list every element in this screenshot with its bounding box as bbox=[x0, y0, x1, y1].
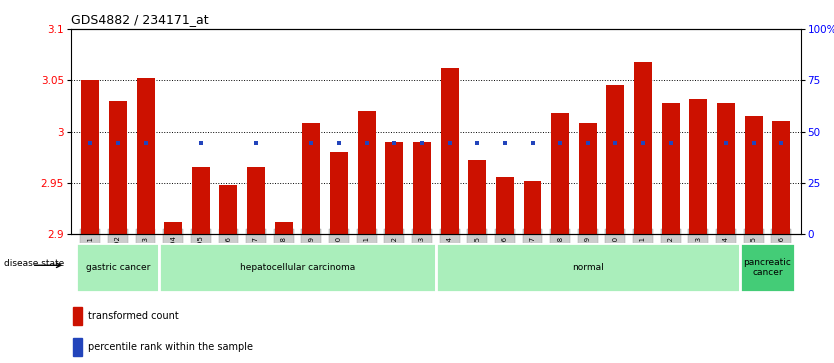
Bar bbox=[745, 116, 762, 234]
Bar bbox=[661, 103, 680, 234]
Bar bbox=[496, 177, 514, 234]
Bar bbox=[413, 142, 431, 234]
FancyBboxPatch shape bbox=[159, 243, 435, 292]
Bar bbox=[606, 85, 625, 234]
Bar bbox=[164, 222, 182, 234]
Bar bbox=[73, 338, 83, 356]
FancyBboxPatch shape bbox=[740, 243, 795, 292]
Bar bbox=[303, 123, 320, 234]
Text: percentile rank within the sample: percentile rank within the sample bbox=[88, 342, 254, 352]
Bar bbox=[468, 160, 486, 234]
Bar bbox=[717, 103, 735, 234]
Text: transformed count: transformed count bbox=[88, 311, 179, 321]
Bar bbox=[109, 101, 127, 234]
Text: gastric cancer: gastric cancer bbox=[86, 263, 150, 272]
Text: disease state: disease state bbox=[4, 259, 64, 268]
Text: normal: normal bbox=[572, 263, 604, 272]
Bar bbox=[690, 99, 707, 234]
Bar bbox=[81, 80, 99, 234]
Bar bbox=[73, 307, 83, 325]
Text: hepatocellular carcinoma: hepatocellular carcinoma bbox=[240, 263, 355, 272]
Bar bbox=[551, 113, 569, 234]
Bar bbox=[330, 152, 348, 234]
Bar bbox=[247, 167, 265, 234]
Bar bbox=[137, 78, 154, 234]
Bar bbox=[219, 185, 238, 234]
Bar bbox=[579, 123, 597, 234]
Text: GDS4882 / 234171_at: GDS4882 / 234171_at bbox=[71, 13, 208, 26]
Bar bbox=[524, 181, 541, 234]
FancyBboxPatch shape bbox=[435, 243, 740, 292]
FancyBboxPatch shape bbox=[77, 243, 159, 292]
Bar bbox=[772, 121, 791, 234]
Bar bbox=[358, 111, 375, 234]
Bar bbox=[274, 222, 293, 234]
Bar bbox=[440, 68, 459, 234]
Bar bbox=[192, 167, 210, 234]
Text: pancreatic
cancer: pancreatic cancer bbox=[744, 258, 791, 277]
Bar bbox=[634, 62, 652, 234]
Bar bbox=[385, 142, 404, 234]
